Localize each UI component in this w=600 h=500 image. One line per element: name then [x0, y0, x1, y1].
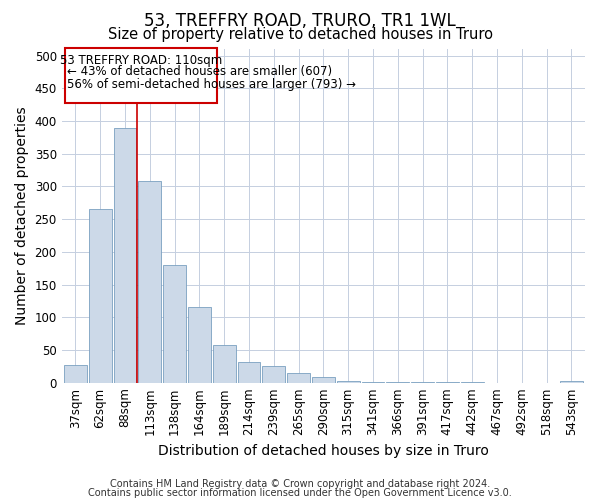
Text: ← 43% of detached houses are smaller (607): ← 43% of detached houses are smaller (60…: [67, 64, 332, 78]
Bar: [65, 48, 217, 102]
Bar: [188, 308, 211, 382]
Bar: [238, 362, 260, 382]
Bar: [287, 373, 310, 382]
Bar: [213, 344, 236, 383]
Bar: [64, 365, 87, 382]
Text: Contains public sector information licensed under the Open Government Licence v3: Contains public sector information licen…: [88, 488, 512, 498]
X-axis label: Distribution of detached houses by size in Truro: Distribution of detached houses by size …: [158, 444, 489, 458]
Bar: [312, 378, 335, 382]
Bar: [262, 366, 285, 382]
Text: 53 TREFFRY ROAD: 110sqm: 53 TREFFRY ROAD: 110sqm: [59, 54, 222, 67]
Y-axis label: Number of detached properties: Number of detached properties: [15, 106, 29, 325]
Text: 56% of semi-detached houses are larger (793) →: 56% of semi-detached houses are larger (…: [67, 78, 356, 91]
Text: 53, TREFFRY ROAD, TRURO, TR1 1WL: 53, TREFFRY ROAD, TRURO, TR1 1WL: [144, 12, 456, 30]
Bar: [89, 210, 112, 382]
Bar: [113, 128, 136, 382]
Bar: [139, 181, 161, 382]
Text: Size of property relative to detached houses in Truro: Size of property relative to detached ho…: [107, 28, 493, 42]
Bar: [163, 265, 186, 382]
Text: Contains HM Land Registry data © Crown copyright and database right 2024.: Contains HM Land Registry data © Crown c…: [110, 479, 490, 489]
